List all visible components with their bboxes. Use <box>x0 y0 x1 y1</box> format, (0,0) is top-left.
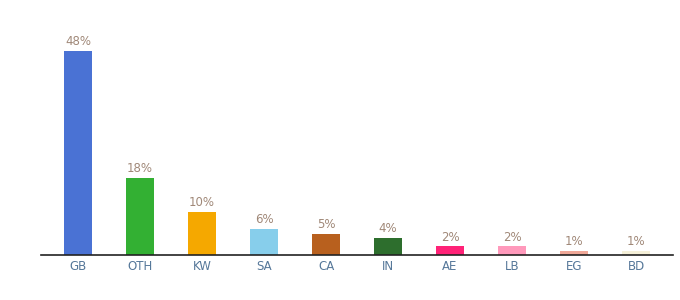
Text: 6%: 6% <box>255 214 273 226</box>
Text: 5%: 5% <box>317 218 335 231</box>
Text: 4%: 4% <box>379 222 397 235</box>
Bar <box>560 251 588 255</box>
Text: 1%: 1% <box>627 235 645 248</box>
Bar <box>436 247 464 255</box>
Text: 48%: 48% <box>65 35 91 48</box>
Bar <box>188 212 216 255</box>
Text: 10%: 10% <box>189 196 215 209</box>
Bar <box>64 51 92 255</box>
Bar <box>374 238 402 255</box>
Text: 2%: 2% <box>441 230 459 244</box>
Text: 1%: 1% <box>564 235 583 248</box>
Bar <box>312 234 340 255</box>
Bar <box>622 251 650 255</box>
Text: 18%: 18% <box>127 162 153 176</box>
Text: 2%: 2% <box>503 230 522 244</box>
Bar <box>126 178 154 255</box>
Bar <box>498 247 526 255</box>
Bar <box>250 230 278 255</box>
